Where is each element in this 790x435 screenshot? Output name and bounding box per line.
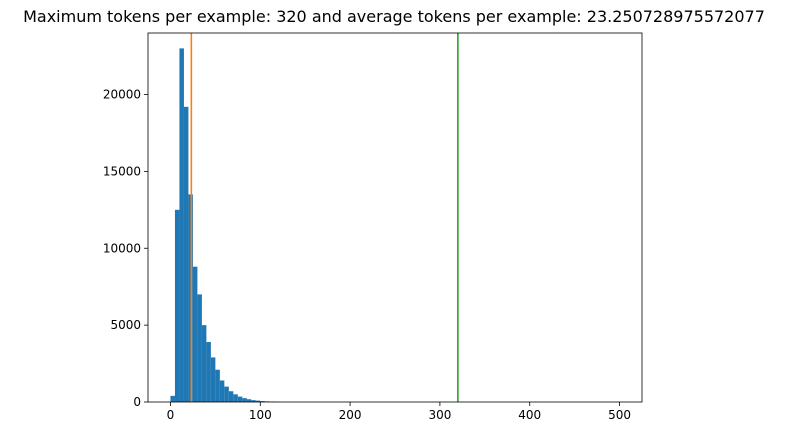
histogram-bar-13 (228, 391, 234, 402)
x-tick-label-4: 400 (518, 408, 541, 422)
histogram-bar-5 (192, 266, 198, 402)
histogram-bar-17 (246, 399, 252, 402)
histogram-bar-12 (224, 386, 229, 402)
histogram-bar-15 (237, 396, 243, 402)
histogram-bar-10 (215, 369, 220, 402)
y-tick-label-0: 0 (133, 395, 141, 409)
y-tick-label-1: 5000 (110, 318, 141, 332)
histogram-bar-16 (242, 398, 247, 402)
y-tick-label-4: 20000 (103, 88, 141, 102)
histogram-bar-3 (183, 106, 189, 403)
histogram-bar-2 (179, 48, 184, 402)
histogram-bar-20 (260, 401, 265, 402)
plot-frame (147, 32, 643, 403)
x-tick-label-5: 500 (608, 408, 631, 422)
histogram-bar-11 (219, 380, 225, 402)
x-tick-label-3: 300 (428, 408, 451, 422)
histogram-bar-6 (197, 294, 202, 402)
reference-lines (190, 33, 459, 402)
y-tick-label-3: 15000 (103, 164, 141, 178)
histogram-bar-8 (206, 342, 211, 402)
histogram-bar-9 (210, 357, 216, 402)
histogram-bar-1 (174, 209, 180, 402)
histogram-bars (170, 48, 279, 403)
histogram-bar-7 (201, 325, 207, 402)
x-tick-label-0: 0 (167, 408, 175, 422)
histogram-bar-19 (255, 400, 261, 402)
y-tick-label-2: 10000 (103, 241, 141, 255)
chart-title: Maximum tokens per example: 320 and aver… (23, 7, 765, 26)
histogram-bar-0 (170, 395, 175, 402)
y-axis: 0 5000 10000 15000 20000 (103, 88, 148, 409)
x-tick-label-1: 100 (249, 408, 272, 422)
x-tick-label-2: 200 (339, 408, 362, 422)
x-axis: 0 100 200 300 400 500 (167, 402, 631, 422)
histogram-bar-14 (233, 394, 238, 402)
histogram-bar-18 (251, 400, 256, 402)
